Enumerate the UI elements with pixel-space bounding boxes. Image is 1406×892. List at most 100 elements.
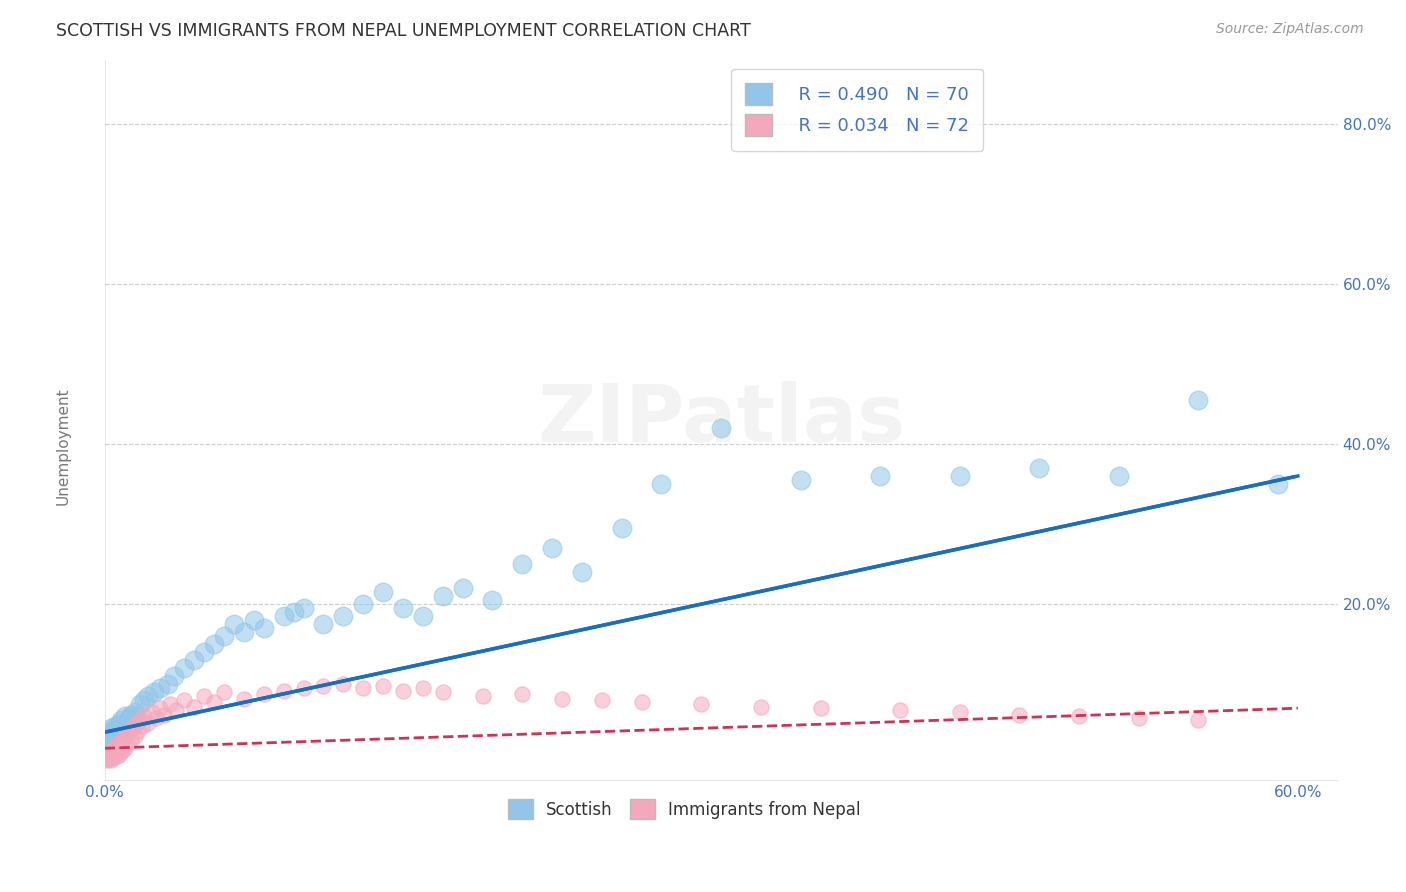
Text: ZIPatlas: ZIPatlas bbox=[537, 381, 905, 459]
Point bbox=[1128, 711, 1150, 725]
Point bbox=[1008, 707, 1031, 722]
Point bbox=[157, 677, 180, 691]
Point bbox=[352, 681, 374, 696]
Point bbox=[115, 715, 138, 730]
Point bbox=[101, 747, 124, 762]
Point bbox=[104, 719, 127, 733]
Point bbox=[591, 693, 613, 707]
Point bbox=[202, 695, 225, 709]
Point bbox=[110, 735, 132, 749]
Point bbox=[101, 735, 124, 749]
Text: SCOTTISH VS IMMIGRANTS FROM NEPAL UNEMPLOYMENT CORRELATION CHART: SCOTTISH VS IMMIGRANTS FROM NEPAL UNEMPL… bbox=[56, 22, 751, 40]
Point bbox=[104, 745, 127, 759]
Point bbox=[551, 691, 574, 706]
Point bbox=[105, 749, 128, 764]
Point bbox=[889, 703, 911, 717]
Point bbox=[96, 751, 118, 765]
Point bbox=[104, 741, 127, 756]
Text: Unemployment: Unemployment bbox=[56, 387, 70, 505]
Legend: Scottish, Immigrants from Nepal: Scottish, Immigrants from Nepal bbox=[502, 792, 868, 826]
Point bbox=[159, 697, 181, 711]
Point bbox=[810, 701, 832, 715]
Point bbox=[143, 685, 166, 699]
Point bbox=[101, 723, 124, 738]
Point bbox=[253, 687, 276, 701]
Point bbox=[100, 737, 122, 751]
Point bbox=[371, 585, 394, 599]
Point bbox=[97, 729, 120, 743]
Point bbox=[1069, 709, 1091, 723]
Point bbox=[352, 597, 374, 611]
Point bbox=[412, 609, 434, 624]
Point bbox=[292, 601, 315, 615]
Point bbox=[690, 697, 713, 711]
Point bbox=[105, 743, 128, 757]
Point bbox=[115, 737, 138, 751]
Point bbox=[149, 681, 172, 696]
Point bbox=[212, 629, 235, 643]
Point bbox=[630, 695, 652, 709]
Point bbox=[183, 699, 205, 714]
Point bbox=[471, 690, 494, 704]
Point bbox=[212, 685, 235, 699]
Point bbox=[432, 589, 454, 603]
Point bbox=[451, 581, 474, 595]
Point bbox=[571, 565, 593, 579]
Point bbox=[789, 473, 811, 487]
Point bbox=[110, 725, 132, 739]
Point bbox=[97, 751, 120, 765]
Point bbox=[312, 617, 335, 632]
Point bbox=[332, 677, 354, 691]
Point bbox=[222, 617, 245, 632]
Point bbox=[105, 723, 128, 738]
Point bbox=[232, 625, 254, 640]
Point bbox=[253, 621, 276, 635]
Point bbox=[121, 713, 143, 727]
Point bbox=[97, 725, 120, 739]
Point bbox=[149, 701, 172, 715]
Point bbox=[510, 557, 533, 571]
Point bbox=[1267, 477, 1289, 491]
Point bbox=[141, 705, 163, 719]
Point bbox=[173, 693, 195, 707]
Point bbox=[749, 699, 772, 714]
Point bbox=[107, 727, 129, 741]
Point bbox=[481, 593, 503, 607]
Point bbox=[283, 605, 305, 619]
Point bbox=[96, 733, 118, 747]
Point bbox=[1187, 713, 1209, 727]
Point bbox=[120, 707, 142, 722]
Point bbox=[273, 683, 295, 698]
Point bbox=[101, 743, 124, 757]
Point bbox=[125, 717, 148, 731]
Point bbox=[153, 707, 176, 722]
Point bbox=[101, 729, 124, 743]
Point bbox=[120, 733, 142, 747]
Point bbox=[129, 713, 152, 727]
Point bbox=[111, 733, 134, 747]
Point bbox=[100, 733, 122, 747]
Point bbox=[392, 683, 415, 698]
Point bbox=[105, 737, 128, 751]
Point bbox=[193, 645, 215, 659]
Point bbox=[96, 753, 118, 767]
Point bbox=[107, 717, 129, 731]
Point bbox=[183, 653, 205, 667]
Point bbox=[869, 469, 891, 483]
Point bbox=[100, 745, 122, 759]
Point bbox=[412, 681, 434, 696]
Point bbox=[332, 609, 354, 624]
Point bbox=[949, 705, 972, 719]
Point bbox=[202, 637, 225, 651]
Point bbox=[114, 717, 136, 731]
Point bbox=[510, 687, 533, 701]
Point bbox=[125, 709, 148, 723]
Point bbox=[138, 715, 160, 730]
Point bbox=[104, 727, 127, 741]
Point bbox=[610, 521, 633, 535]
Point bbox=[138, 690, 160, 704]
Point bbox=[131, 719, 153, 733]
Point bbox=[541, 541, 564, 555]
Point bbox=[1187, 392, 1209, 407]
Point bbox=[97, 752, 120, 766]
